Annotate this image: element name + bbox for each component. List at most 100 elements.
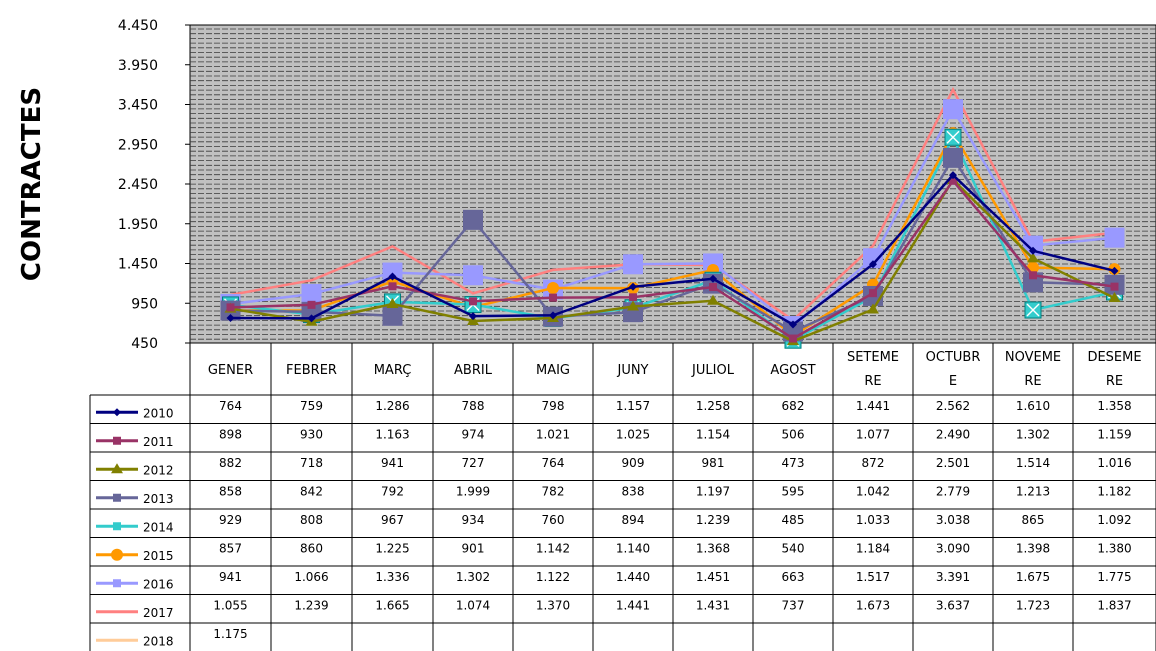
data-point: [113, 522, 121, 531]
table-cell: 865: [1022, 513, 1045, 527]
table-cell: 1.077: [856, 428, 890, 442]
table-cell: 1.336: [375, 570, 409, 584]
series-2013: [220, 147, 1125, 342]
legend-label: 2012: [143, 463, 174, 477]
table-cell: 1.225: [375, 542, 409, 556]
data-point: [789, 334, 797, 343]
table-cell: 901: [462, 542, 485, 556]
category-label: JULIOL: [691, 363, 735, 378]
table-cell: 1.441: [856, 399, 890, 413]
data-point: [1023, 235, 1043, 256]
table-cell: 473: [782, 456, 805, 470]
y-tick-label: 2.450: [118, 177, 158, 193]
data-point: [629, 293, 637, 302]
table-cell: 1.398: [1016, 542, 1050, 556]
data-point: [307, 300, 316, 309]
table-cell: 788: [462, 399, 485, 413]
table-cell: 764: [219, 399, 242, 413]
data-point: [226, 303, 235, 312]
category-label: RE: [1106, 374, 1123, 389]
table-cell: 2.501: [936, 456, 970, 470]
table-cell: 1.368: [696, 542, 730, 556]
table-cell: 2.779: [936, 485, 970, 499]
y-tick-label: 1.450: [118, 257, 158, 273]
series-2011: [226, 176, 1119, 343]
category-label: GENER: [208, 363, 253, 378]
y-axis-title: CONTRACTES: [17, 87, 47, 281]
data-point: [1110, 266, 1119, 275]
table-cell: 1.157: [616, 399, 650, 413]
legend-label: 2011: [143, 435, 174, 449]
table-cell: 718: [300, 456, 323, 470]
data-point: [307, 314, 316, 323]
category-label: RE: [864, 374, 881, 389]
legend-label: 2013: [143, 492, 174, 506]
table-cell: 1.016: [1097, 456, 1131, 470]
data-point: [463, 265, 483, 286]
table-cell: 506: [782, 428, 805, 442]
category-label: AGOST: [770, 363, 815, 378]
data-point-cross: [1026, 303, 1040, 317]
table-cell: 1.142: [536, 542, 570, 556]
table-cell: 1.025: [616, 428, 650, 442]
data-point: [382, 305, 403, 326]
category-label: NOVEME: [1005, 350, 1061, 365]
y-tick-label: 1.950: [118, 217, 158, 233]
table-cell: 1.302: [456, 570, 490, 584]
table-cell: 1.673: [856, 599, 890, 613]
table-cell: 941: [219, 570, 242, 584]
data-point: [388, 272, 397, 281]
table-cell: 2.490: [936, 428, 970, 442]
data-point-cross: [946, 130, 960, 144]
table-cell: 1.092: [1097, 513, 1131, 527]
table-cell: 857: [219, 542, 242, 556]
table-cell: 981: [702, 456, 725, 470]
data-point: [111, 548, 123, 561]
data-point: [1110, 282, 1119, 291]
data-point: [869, 289, 877, 298]
table-cell: 1.066: [294, 570, 328, 584]
data-point: [709, 283, 717, 292]
y-axis-ticks: 4.450 3.950 3.450 2.950 2.450 1.950 1.450 950 45…: [118, 18, 190, 352]
data-point: [863, 248, 883, 269]
table-cell: 3.391: [936, 570, 970, 584]
table-cell: 1.182: [1097, 485, 1131, 499]
category-label: ABRIL: [454, 363, 493, 378]
table-cell: 1.239: [696, 513, 730, 527]
legend-label: 2010: [143, 406, 174, 420]
table-cell: 1.239: [294, 599, 328, 613]
data-point: [949, 171, 957, 180]
table-cell: 1.610: [1016, 399, 1050, 413]
data-point: [943, 99, 963, 120]
category-label: DESEME: [1087, 350, 1141, 365]
table-cell: 1.837: [1097, 599, 1131, 613]
data-point: [629, 282, 637, 291]
table-cell: 798: [542, 399, 565, 413]
table-cell: 860: [300, 542, 323, 556]
table-cell: 792: [381, 485, 404, 499]
data-point: [1029, 271, 1037, 280]
series-line: [230, 177, 1116, 343]
legend-key-2016: [96, 579, 138, 588]
table-cell: 1.074: [456, 599, 490, 613]
category-label: FEBRER: [286, 363, 337, 378]
table-cell: 1.370: [536, 599, 570, 613]
table-cell: 898: [219, 428, 242, 442]
series-line: [230, 178, 1115, 340]
y-tick-label: 3.950: [118, 58, 158, 74]
table-cell: 1.775: [1097, 570, 1131, 584]
table-cell: 838: [622, 485, 645, 499]
table-cell: 764: [542, 456, 565, 470]
table-cell: 1.358: [1097, 399, 1131, 413]
legend-key-2015: [96, 548, 138, 561]
data-point: [789, 320, 797, 329]
table-cell: 858: [219, 485, 242, 499]
series-lines: [220, 86, 1125, 349]
table-cell: 1.665: [375, 599, 409, 613]
category-label: MAIG: [536, 363, 570, 378]
table-cell: 3.038: [936, 513, 970, 527]
table-cell: 1.042: [856, 485, 890, 499]
legend-label: 2017: [143, 606, 174, 620]
table-cell: 485: [782, 513, 805, 527]
